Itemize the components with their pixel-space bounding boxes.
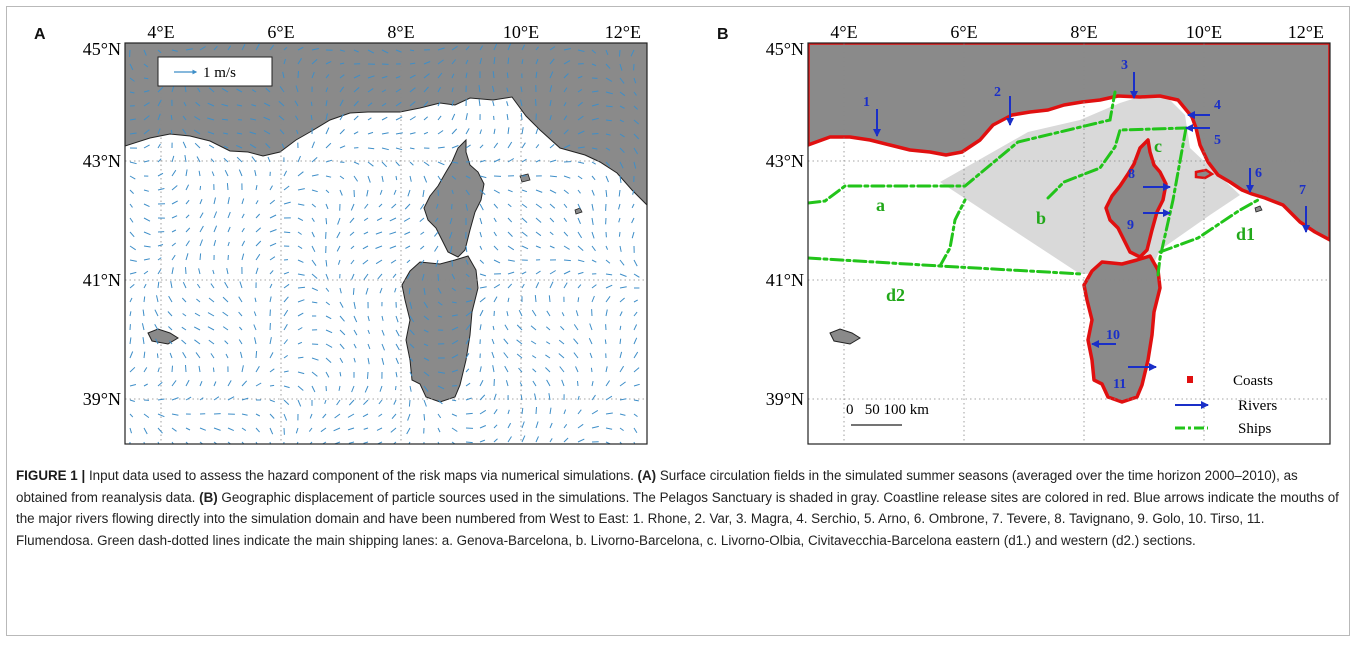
lat-label: 41°N bbox=[766, 270, 804, 290]
lon-label: 8°E bbox=[1070, 22, 1097, 42]
lon-label: 4°E bbox=[147, 22, 174, 42]
lat-label: 39°N bbox=[83, 389, 121, 409]
lon-label: 6°E bbox=[950, 22, 977, 42]
caption-a-tag: (A) bbox=[637, 468, 657, 483]
sardinia-b bbox=[1082, 254, 1162, 404]
lon-label: 12°E bbox=[605, 22, 641, 42]
lane-b bbox=[1046, 126, 1188, 200]
corsica-a bbox=[423, 138, 485, 258]
menorca-a bbox=[147, 328, 179, 345]
lane-label: d1 bbox=[1236, 224, 1255, 244]
legend-rivers-label: Rivers bbox=[1238, 398, 1277, 414]
lane-c bbox=[1156, 126, 1188, 277]
river-number: 5 bbox=[1214, 133, 1221, 148]
river-number: 7 bbox=[1299, 183, 1306, 198]
lon-label: 8°E bbox=[387, 22, 414, 42]
panel-b-letter: B bbox=[717, 26, 729, 43]
corsica-b bbox=[1104, 138, 1168, 259]
caption-intro: Input data used to assess the hazard com… bbox=[85, 468, 638, 483]
pelagos-sanctuary bbox=[940, 90, 1240, 274]
menorca-b bbox=[829, 328, 861, 345]
lane-label: b bbox=[1036, 208, 1046, 228]
panel-b-map: 1 2 3 4 5 6 7 8 9 10 11 a b c d1 d2 Coas… bbox=[766, 22, 1331, 445]
shipping-lanes bbox=[808, 90, 1260, 277]
lat-label: 43°N bbox=[766, 151, 804, 171]
lon-label: 10°E bbox=[503, 22, 539, 42]
legend-ships-label: Ships bbox=[1238, 421, 1272, 437]
current-vectors bbox=[129, 43, 640, 444]
lon-label: 6°E bbox=[267, 22, 294, 42]
river-arrows bbox=[873, 72, 1310, 371]
coasts-legend-icon bbox=[1187, 376, 1193, 383]
sardinia-a bbox=[401, 255, 479, 403]
river-number: 4 bbox=[1214, 98, 1221, 113]
lon-label: 12°E bbox=[1288, 22, 1324, 42]
river-number: 10 bbox=[1106, 328, 1120, 343]
lon-label: 10°E bbox=[1186, 22, 1222, 42]
lat-label: 43°N bbox=[83, 151, 121, 171]
panel-a-letter: A bbox=[34, 26, 46, 43]
lane-d1 bbox=[1158, 198, 1260, 254]
caption-figure-label: FIGURE 1 | bbox=[16, 468, 86, 483]
lane-a bbox=[808, 90, 1117, 205]
river-number: 2 bbox=[994, 85, 1001, 100]
lat-label: 39°N bbox=[766, 389, 804, 409]
lane-d2-north bbox=[938, 198, 967, 268]
legend-coasts-label: Coasts bbox=[1233, 373, 1273, 389]
river-number: 8 bbox=[1128, 167, 1135, 182]
lane-label: d2 bbox=[886, 285, 905, 305]
panel-a-map: 1 m/s 4°E 6°E 8°E 10°E 12°E 45°N 43°N 41… bbox=[83, 22, 648, 445]
caption-b-text: Geographic displacement of particle sour… bbox=[16, 489, 1339, 548]
land-north-b bbox=[808, 43, 1330, 242]
figure-caption: FIGURE 1 | Input data used to assess the… bbox=[16, 465, 1342, 551]
caption-a-text: Surface circulation fields in the simula… bbox=[16, 468, 1298, 505]
river-number: 9 bbox=[1127, 218, 1134, 233]
lat-label: 41°N bbox=[83, 270, 121, 290]
lane-label: a bbox=[876, 195, 885, 215]
legend-velocity-label: 1 m/s bbox=[203, 65, 236, 81]
river-number: 1 bbox=[863, 95, 870, 110]
lon-label: 4°E bbox=[830, 22, 857, 42]
scale-bar-label: 0 50 100 km bbox=[846, 402, 929, 418]
lat-label: 45°N bbox=[83, 39, 121, 59]
river-number: 11 bbox=[1113, 377, 1126, 392]
lane-label: c bbox=[1154, 136, 1162, 156]
river-number: 6 bbox=[1255, 166, 1262, 181]
caption-b-tag: (B) bbox=[199, 489, 218, 505]
lat-label: 45°N bbox=[766, 39, 804, 59]
river-number: 3 bbox=[1121, 58, 1128, 73]
